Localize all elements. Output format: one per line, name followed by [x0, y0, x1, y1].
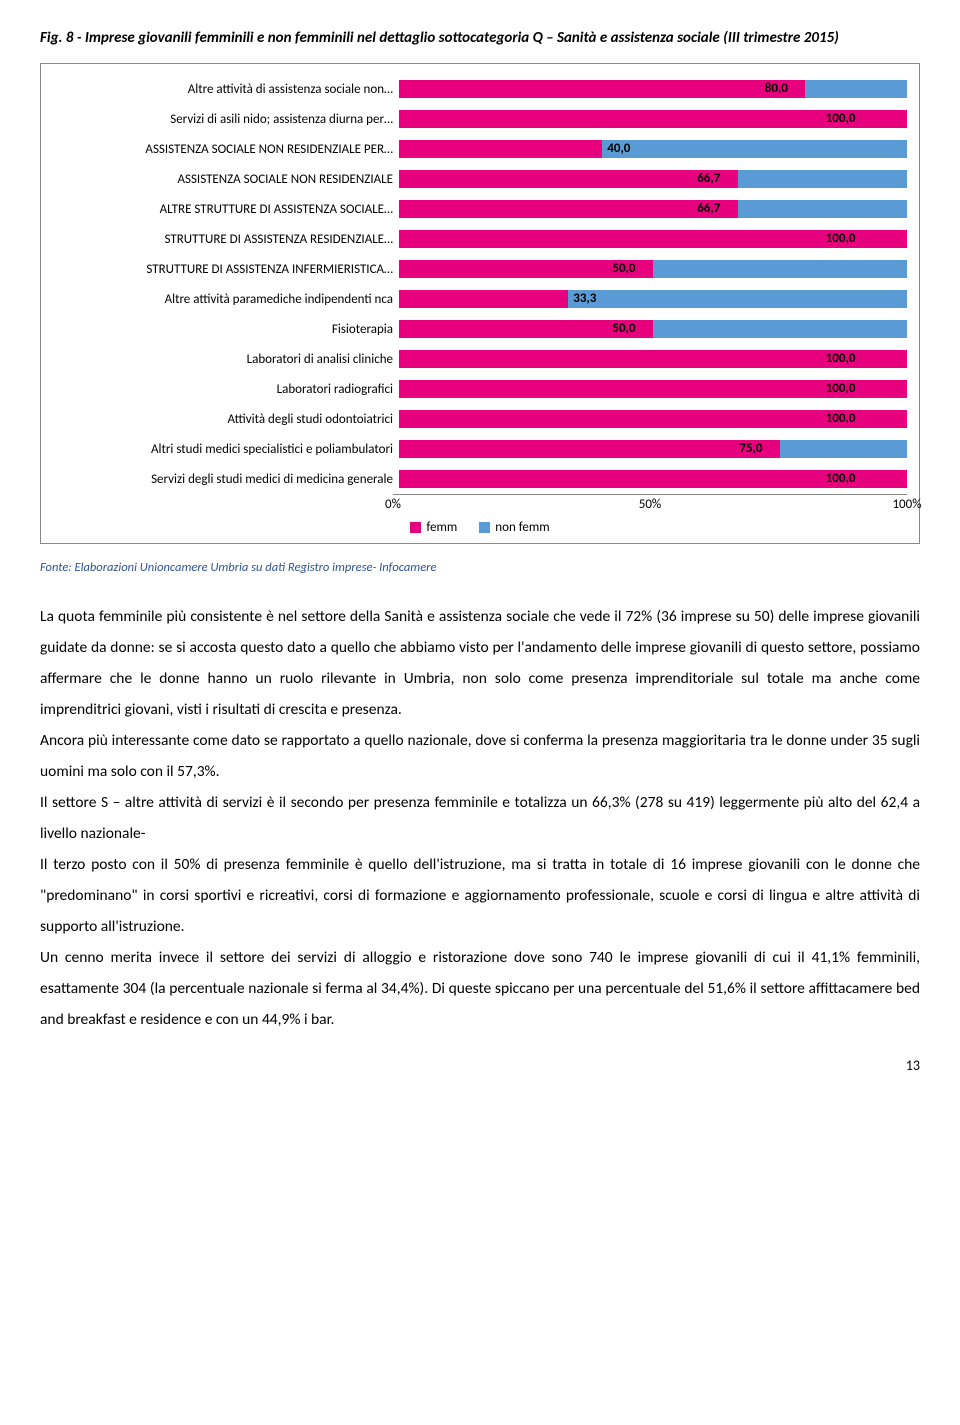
chart-row: Altre attività paramediche indipendenti … [53, 284, 907, 314]
bar-segment-femm [399, 230, 907, 248]
chart-row: Attività degli studi odontoiatrici100,0 [53, 404, 907, 434]
chart-row: Servizi degli studi medici di medicina g… [53, 464, 907, 494]
bar-segment-femm [399, 380, 907, 398]
paragraph: Il terzo posto con il 50% di presenza fe… [40, 849, 920, 942]
bar-segment-femm [399, 110, 907, 128]
category-label: Attività degli studi odontoiatrici [53, 412, 399, 427]
bar-segment-nonfemm [568, 290, 907, 308]
category-label: ASSISTENZA SOCIALE NON RESIDENZIALE [53, 172, 399, 187]
chart-row: Altre attività di assistenza sociale non… [53, 74, 907, 104]
legend-label-nonfemm: non femm [495, 520, 549, 535]
category-label: Fisioterapia [53, 322, 399, 337]
category-label: Laboratori di analisi cliniche [53, 352, 399, 367]
category-label: STRUTTURE DI ASSISTENZA RESIDENZIALE… [53, 232, 399, 247]
bar-segment-femm [399, 470, 907, 488]
bar-segment-femm [399, 260, 653, 278]
chart-row: Laboratori di analisi cliniche100,0 [53, 344, 907, 374]
chart-row: Servizi di asili nido; assistenza diurna… [53, 104, 907, 134]
chart-row: Laboratori radiografici100,0 [53, 374, 907, 404]
bar-segment-femm [399, 410, 907, 428]
chart-row: Fisioterapia50,0 [53, 314, 907, 344]
category-label: ASSISTENZA SOCIALE NON RESIDENZIALE PER… [53, 142, 399, 157]
category-label: Servizi degli studi medici di medicina g… [53, 472, 399, 487]
bar-segment-femm [399, 80, 805, 98]
bar-segment-nonfemm [805, 80, 907, 98]
axis-tick: 100% [892, 497, 921, 512]
bar-segment-nonfemm [738, 200, 907, 218]
bar-segment-femm [399, 350, 907, 368]
chart-row: STRUTTURE DI ASSISTENZA INFERMIERISTICA…… [53, 254, 907, 284]
bar-segment-nonfemm [602, 140, 907, 158]
chart-row: ASSISTENZA SOCIALE NON RESIDENZIALE PER…… [53, 134, 907, 164]
bar-segment-femm [399, 320, 653, 338]
figure-title: Fig. 8 - Imprese giovanili femminili e n… [40, 28, 920, 49]
legend-label-femm: femm [426, 520, 457, 535]
paragraph: Ancora più interessante come dato se rap… [40, 725, 920, 787]
bar-segment-nonfemm [653, 260, 907, 278]
paragraph: Il settore S – altre attività di servizi… [40, 787, 920, 849]
chart-row: STRUTTURE DI ASSISTENZA RESIDENZIALE…100… [53, 224, 907, 254]
bar-segment-femm [399, 440, 780, 458]
category-label: Altre attività paramediche indipendenti … [53, 292, 399, 307]
bar-segment-femm [399, 140, 602, 158]
category-label: STRUTTURE DI ASSISTENZA INFERMIERISTICA… [53, 262, 399, 277]
category-label: Laboratori radiografici [53, 382, 399, 397]
swatch-nonfemm [479, 522, 490, 533]
chart-row: Altri studi medici specialistici e polia… [53, 434, 907, 464]
category-label: Altri studi medici specialistici e polia… [53, 442, 399, 457]
chart-container: Altre attività di assistenza sociale non… [40, 63, 920, 544]
legend-item-nonfemm: non femm [479, 520, 549, 535]
figure-source: Fonte: Elaborazioni Unioncamere Umbria s… [40, 560, 920, 575]
paragraph: La quota femminile più consistente è nel… [40, 601, 920, 725]
bar-segment-femm [399, 290, 568, 308]
x-axis: 0%50%100% [53, 494, 907, 514]
category-label: ALTRE STRUTTURE DI ASSISTENZA SOCIALE… [53, 202, 399, 217]
bar-segment-nonfemm [653, 320, 907, 338]
paragraph: Un cenno merita invece il settore dei se… [40, 942, 920, 1035]
swatch-femm [410, 522, 421, 533]
legend: femm non femm [53, 520, 907, 535]
category-label: Servizi di asili nido; assistenza diurna… [53, 112, 399, 127]
chart-row: ASSISTENZA SOCIALE NON RESIDENZIALE66,7 [53, 164, 907, 194]
bar-segment-femm [399, 200, 738, 218]
axis-tick: 0% [385, 497, 401, 512]
axis-tick: 50% [639, 497, 661, 512]
bar-segment-femm [399, 170, 738, 188]
bar-segment-nonfemm [780, 440, 907, 458]
body-text: La quota femminile più consistente è nel… [40, 601, 920, 1035]
page-number: 13 [40, 1057, 920, 1074]
legend-item-femm: femm [410, 520, 457, 535]
chart-row: ALTRE STRUTTURE DI ASSISTENZA SOCIALE…66… [53, 194, 907, 224]
category-label: Altre attività di assistenza sociale non… [53, 82, 399, 97]
bar-segment-nonfemm [738, 170, 907, 188]
